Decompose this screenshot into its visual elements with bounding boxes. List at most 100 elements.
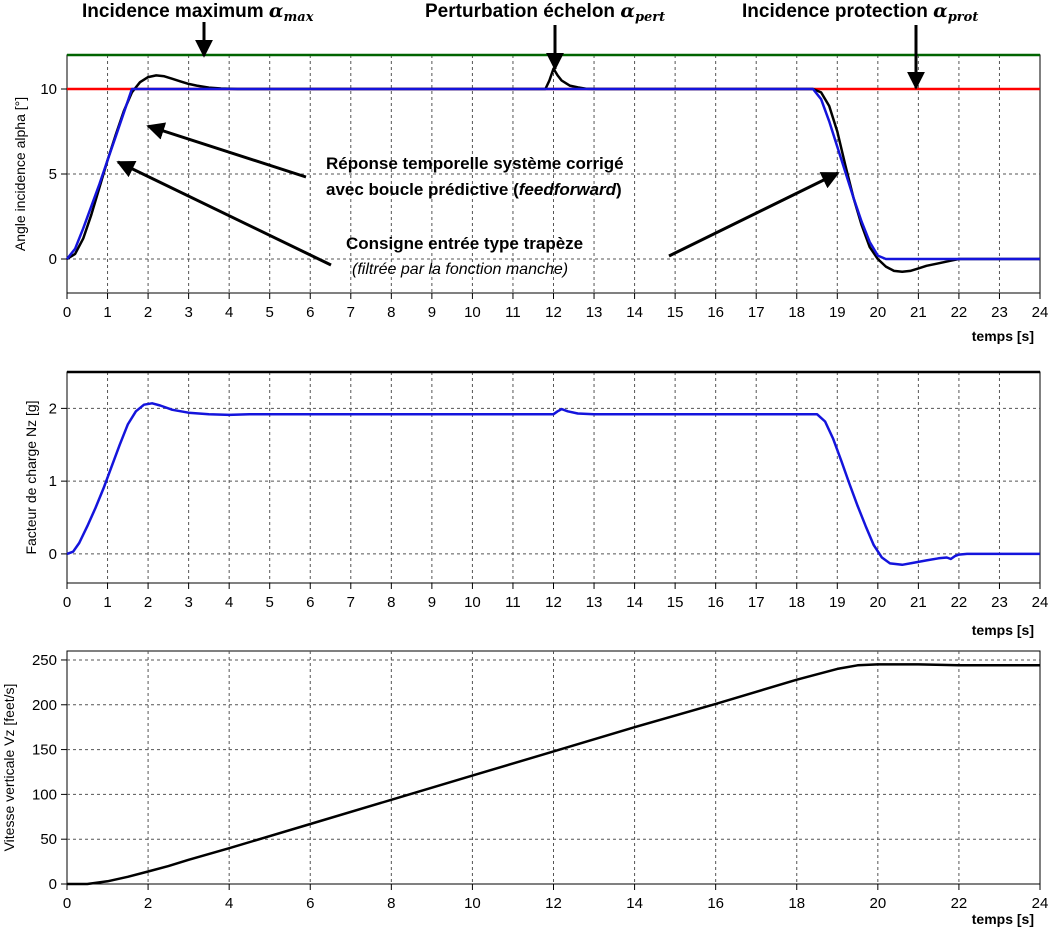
x-tick-label: 16	[707, 895, 724, 912]
x-tick-label: 11	[505, 304, 521, 321]
y-tick-label: 2	[49, 400, 57, 417]
x-tick-label: 5	[266, 594, 274, 611]
x-tick-label: 1	[103, 594, 111, 611]
plot-3: 0 2 4 6 8 10 12 14 16 18 20 22 24050100150200250temp…	[1, 650, 1049, 927]
x-tick-label: 14	[626, 895, 643, 912]
x-tick-label: 8	[387, 304, 395, 321]
x-tick-label: 18	[788, 895, 805, 912]
x-tick-label: 11	[505, 594, 521, 611]
y-tick-label: 10	[40, 81, 57, 98]
plot-2: 0 1 2 3 4 5 6 7 8 9 10 11 12 13 14 15 16 17 18 19 20 21 22 23 24…	[23, 370, 1049, 638]
x-tick-label: 14	[626, 304, 643, 321]
x-axis-label: temps [s]	[972, 328, 1034, 344]
svg-text:(filtrée par la fonction manch: (filtrée par la fonction manche)	[352, 261, 568, 278]
x-tick-label: 5	[266, 304, 274, 321]
y-tick-label: 0	[49, 546, 57, 563]
x-tick-label: 19	[829, 304, 846, 321]
annotation-alpha-max: Incidence maximum αmax	[82, 0, 314, 58]
x-tick-label: 23	[991, 304, 1008, 321]
x-tick-label: 2	[144, 895, 152, 912]
svg-text:Perturbation échelon αpert: Perturbation échelon αpert	[425, 0, 665, 25]
x-tick-label: 13	[586, 304, 603, 321]
x-tick-label: 13	[586, 594, 603, 611]
x-tick-label: 8	[387, 594, 395, 611]
x-tick-label: 21	[910, 304, 927, 321]
x-tick-label: 20	[869, 594, 886, 611]
x-tick-label: 10	[464, 304, 481, 321]
x-tick-label: 3	[184, 594, 192, 611]
x-tick-label: 0	[63, 594, 71, 611]
x-tick-label: 23	[991, 594, 1008, 611]
y-tick-label: 100	[32, 786, 57, 803]
plots: 0 1 2 3 4 5 6 7 8 9 10 11 12 13 14 15 16 17 18 19 20 21 22 23 24…	[1, 53, 1049, 927]
y-tick-label: 250	[32, 652, 57, 669]
x-tick-label: 2	[144, 304, 152, 321]
x-tick-label: 9	[428, 304, 436, 321]
x-tick-label: 24	[1032, 304, 1049, 321]
x-tick-label: 14	[626, 594, 643, 611]
x-tick-label: 17	[748, 304, 765, 321]
x-tick-label: 15	[667, 304, 684, 321]
x-tick-label: 7	[347, 304, 355, 321]
x-tick-label: 4	[225, 895, 233, 912]
x-tick-label: 19	[829, 594, 846, 611]
svg-text:Réponse temporelle système cor: Réponse temporelle système corrigé	[326, 154, 624, 173]
y-tick-label: 50	[40, 831, 57, 848]
x-tick-label: 12	[545, 304, 562, 321]
x-tick-label: 21	[910, 594, 927, 611]
x-axis-label: temps [s]	[972, 911, 1034, 927]
svg-text:Incidence protection αprot: Incidence protection αprot	[742, 0, 978, 25]
series-line-1	[66, 402, 1040, 567]
y-tick-label: 200	[32, 697, 57, 714]
x-tick-label: 6	[306, 895, 314, 912]
x-tick-label: 24	[1032, 594, 1049, 611]
x-tick-label: 15	[667, 594, 684, 611]
x-tick-label: 16	[707, 594, 724, 611]
x-axis-label: temps [s]	[972, 622, 1034, 638]
y-axis-label: Angle incidence alpha [°]	[12, 97, 28, 251]
x-tick-label: 1	[103, 304, 111, 321]
x-tick-label: 10	[464, 895, 481, 912]
x-tick-label: 4	[225, 594, 233, 611]
arrow-consigne-fall	[668, 171, 840, 258]
arrow-consigne-rise	[116, 160, 332, 267]
x-tick-label: 18	[788, 304, 805, 321]
x-tick-label: 22	[951, 594, 968, 611]
x-tick-label: 16	[707, 304, 724, 321]
y-tick-label: 0	[49, 876, 57, 893]
x-tick-label: 0	[63, 895, 71, 912]
annotation-consigne: Consigne entrée type trapèze (filtrée pa…	[116, 160, 840, 278]
y-tick-label: 150	[32, 742, 57, 759]
x-tick-label: 9	[428, 594, 436, 611]
annotation-response: Réponse temporelle système corrigé avec …	[146, 122, 624, 199]
y-tick-label: 1	[49, 473, 57, 490]
x-tick-label: 20	[869, 304, 886, 321]
x-tick-label: 3	[184, 304, 192, 321]
x-tick-label: 7	[347, 594, 355, 611]
x-tick-label: 12	[545, 895, 562, 912]
svg-text:Incidence maximum αmax: Incidence maximum αmax	[82, 0, 314, 25]
plot-1: 0 1 2 3 4 5 6 7 8 9 10 11 12 13 14 15 16 17 18 19 20 21 22 23 24…	[12, 53, 1049, 344]
x-tick-label: 24	[1032, 895, 1049, 912]
svg-text:Consigne entrée type trapèze: Consigne entrée type trapèze	[346, 234, 583, 253]
x-tick-label: 22	[951, 895, 968, 912]
x-tick-label: 8	[387, 895, 395, 912]
y-tick-label: 5	[49, 166, 57, 183]
series-line-2	[66, 87, 1040, 261]
svg-text:avec boucle prédictive (feedfo: avec boucle prédictive (feedforward)	[326, 180, 622, 199]
x-tick-label: 17	[748, 594, 765, 611]
x-tick-label: 6	[306, 594, 314, 611]
series-line-1	[67, 663, 1040, 886]
x-tick-label: 0	[63, 304, 71, 321]
x-tick-label: 12	[545, 594, 562, 611]
arrow-response-rise	[146, 122, 307, 179]
annotation-alpha-prot: Incidence protection αprot	[742, 0, 978, 90]
y-axis-label: Vitesse verticale Vz [feet/s]	[1, 684, 17, 852]
x-tick-label: 4	[225, 304, 233, 321]
x-tick-label: 2	[144, 594, 152, 611]
x-tick-label: 20	[869, 895, 886, 912]
x-tick-label: 18	[788, 594, 805, 611]
y-axis-label: Facteur de charge Nz [g]	[23, 400, 39, 554]
